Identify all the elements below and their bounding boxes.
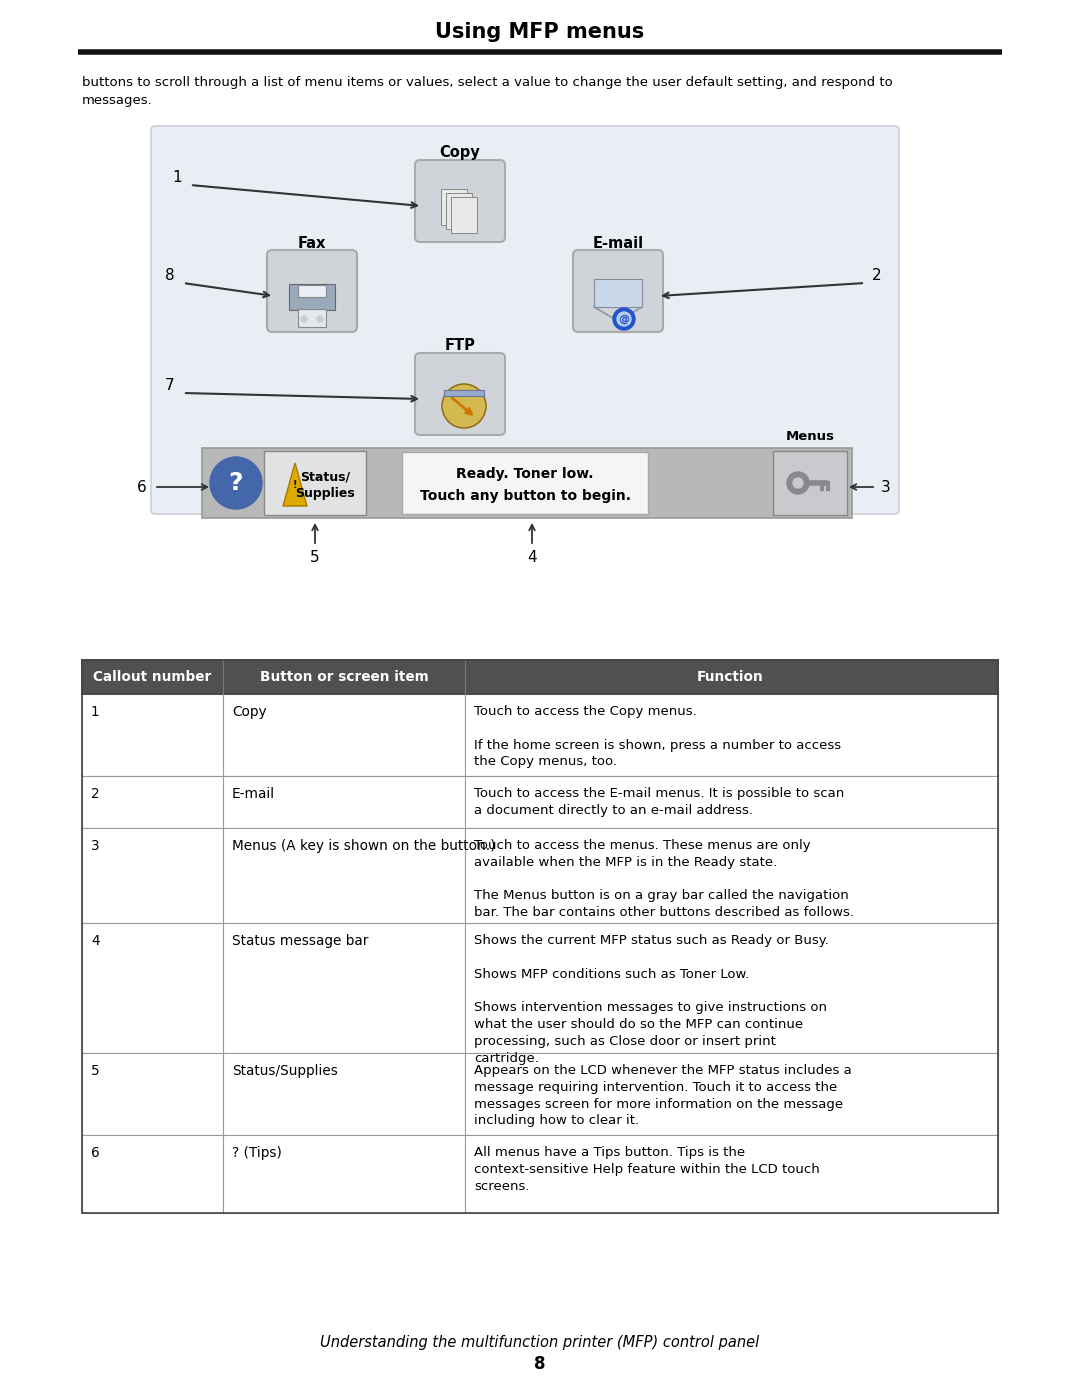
Text: E-mail: E-mail bbox=[232, 787, 275, 800]
Text: Copy: Copy bbox=[232, 705, 267, 719]
FancyBboxPatch shape bbox=[264, 451, 366, 515]
FancyBboxPatch shape bbox=[441, 189, 467, 225]
Text: 5: 5 bbox=[91, 1065, 99, 1078]
Text: Status message bar: Status message bar bbox=[232, 935, 368, 949]
Text: Appears on the LCD whenever the MFP status includes a
message requiring interven: Appears on the LCD whenever the MFP stat… bbox=[474, 1065, 852, 1127]
Circle shape bbox=[318, 316, 323, 321]
Text: 5: 5 bbox=[310, 550, 320, 566]
Text: !: ! bbox=[293, 479, 297, 489]
Text: Function: Function bbox=[697, 671, 764, 685]
Text: 7: 7 bbox=[165, 377, 175, 393]
Text: Copy: Copy bbox=[440, 145, 481, 161]
Text: Touch any button to begin.: Touch any button to begin. bbox=[419, 489, 631, 503]
Text: Status/Supplies: Status/Supplies bbox=[232, 1065, 338, 1078]
Circle shape bbox=[613, 307, 635, 330]
Text: All menus have a Tips button. Tips is the
context-sensitive Help feature within : All menus have a Tips button. Tips is th… bbox=[474, 1146, 820, 1193]
Text: Touch to access the Copy menus.

If the home screen is shown, press a number to : Touch to access the Copy menus. If the h… bbox=[474, 705, 841, 768]
Text: 1: 1 bbox=[91, 705, 99, 719]
Text: Shows the current MFP status such as Ready or Busy.

Shows MFP conditions such a: Shows the current MFP status such as Rea… bbox=[474, 935, 828, 1065]
FancyBboxPatch shape bbox=[446, 193, 472, 229]
Bar bbox=[82, 923, 998, 1053]
Circle shape bbox=[793, 478, 804, 488]
Bar bbox=[82, 659, 998, 1213]
Text: Touch to access the menus. These menus are only
available when the MFP is in the: Touch to access the menus. These menus a… bbox=[474, 840, 854, 919]
FancyBboxPatch shape bbox=[451, 197, 477, 233]
FancyBboxPatch shape bbox=[573, 250, 663, 332]
Text: Supplies: Supplies bbox=[295, 486, 355, 500]
Bar bbox=[402, 453, 648, 514]
Circle shape bbox=[787, 472, 809, 495]
Bar bbox=[82, 828, 998, 923]
Text: 2: 2 bbox=[873, 267, 881, 282]
Bar bbox=[202, 448, 852, 518]
Text: E-mail: E-mail bbox=[593, 236, 644, 250]
Polygon shape bbox=[283, 462, 307, 506]
FancyBboxPatch shape bbox=[267, 250, 357, 332]
Text: 4: 4 bbox=[527, 550, 537, 566]
Circle shape bbox=[442, 384, 486, 427]
Text: 1: 1 bbox=[172, 169, 181, 184]
Bar bbox=[82, 659, 998, 694]
FancyBboxPatch shape bbox=[151, 126, 899, 514]
FancyBboxPatch shape bbox=[773, 451, 847, 515]
Text: ?: ? bbox=[229, 471, 243, 495]
Circle shape bbox=[617, 312, 631, 326]
Text: 3: 3 bbox=[91, 840, 99, 854]
Text: ? (Tips): ? (Tips) bbox=[232, 1146, 282, 1160]
Text: 4: 4 bbox=[91, 935, 99, 949]
Text: 2: 2 bbox=[91, 787, 99, 800]
Text: buttons to scroll through a list of menu items or values, select a value to chan: buttons to scroll through a list of menu… bbox=[82, 75, 893, 108]
Text: 8: 8 bbox=[535, 1355, 545, 1373]
Text: Fax: Fax bbox=[298, 236, 326, 250]
Text: Understanding the multifunction printer (MFP) control panel: Understanding the multifunction printer … bbox=[321, 1334, 759, 1350]
FancyBboxPatch shape bbox=[289, 284, 335, 310]
Bar bbox=[82, 775, 998, 828]
FancyBboxPatch shape bbox=[298, 285, 326, 298]
Text: @: @ bbox=[619, 314, 630, 324]
Text: Using MFP menus: Using MFP menus bbox=[435, 22, 645, 42]
Bar bbox=[82, 1053, 998, 1134]
Text: Status/: Status/ bbox=[300, 471, 350, 483]
Text: FTP: FTP bbox=[445, 338, 475, 353]
FancyBboxPatch shape bbox=[415, 353, 505, 434]
Circle shape bbox=[210, 457, 262, 509]
FancyBboxPatch shape bbox=[415, 161, 505, 242]
FancyBboxPatch shape bbox=[298, 309, 326, 327]
Text: Menus (A key is shown on the button.): Menus (A key is shown on the button.) bbox=[232, 840, 496, 854]
Text: 6: 6 bbox=[137, 479, 147, 495]
Bar bbox=[82, 1134, 998, 1213]
Text: Ready. Toner low.: Ready. Toner low. bbox=[456, 467, 594, 481]
Text: Touch to access the E-mail menus. It is possible to scan
a document directly to : Touch to access the E-mail menus. It is … bbox=[474, 787, 845, 817]
FancyBboxPatch shape bbox=[594, 279, 642, 307]
Bar bbox=[82, 694, 998, 775]
Text: Callout number: Callout number bbox=[93, 671, 212, 685]
Bar bbox=[82, 659, 998, 694]
Text: 3: 3 bbox=[881, 479, 891, 495]
Text: Button or screen item: Button or screen item bbox=[259, 671, 429, 685]
Text: Menus: Menus bbox=[785, 430, 835, 443]
Text: 6: 6 bbox=[91, 1146, 99, 1160]
Text: 8: 8 bbox=[165, 267, 175, 282]
Polygon shape bbox=[444, 390, 484, 395]
Circle shape bbox=[301, 316, 307, 321]
